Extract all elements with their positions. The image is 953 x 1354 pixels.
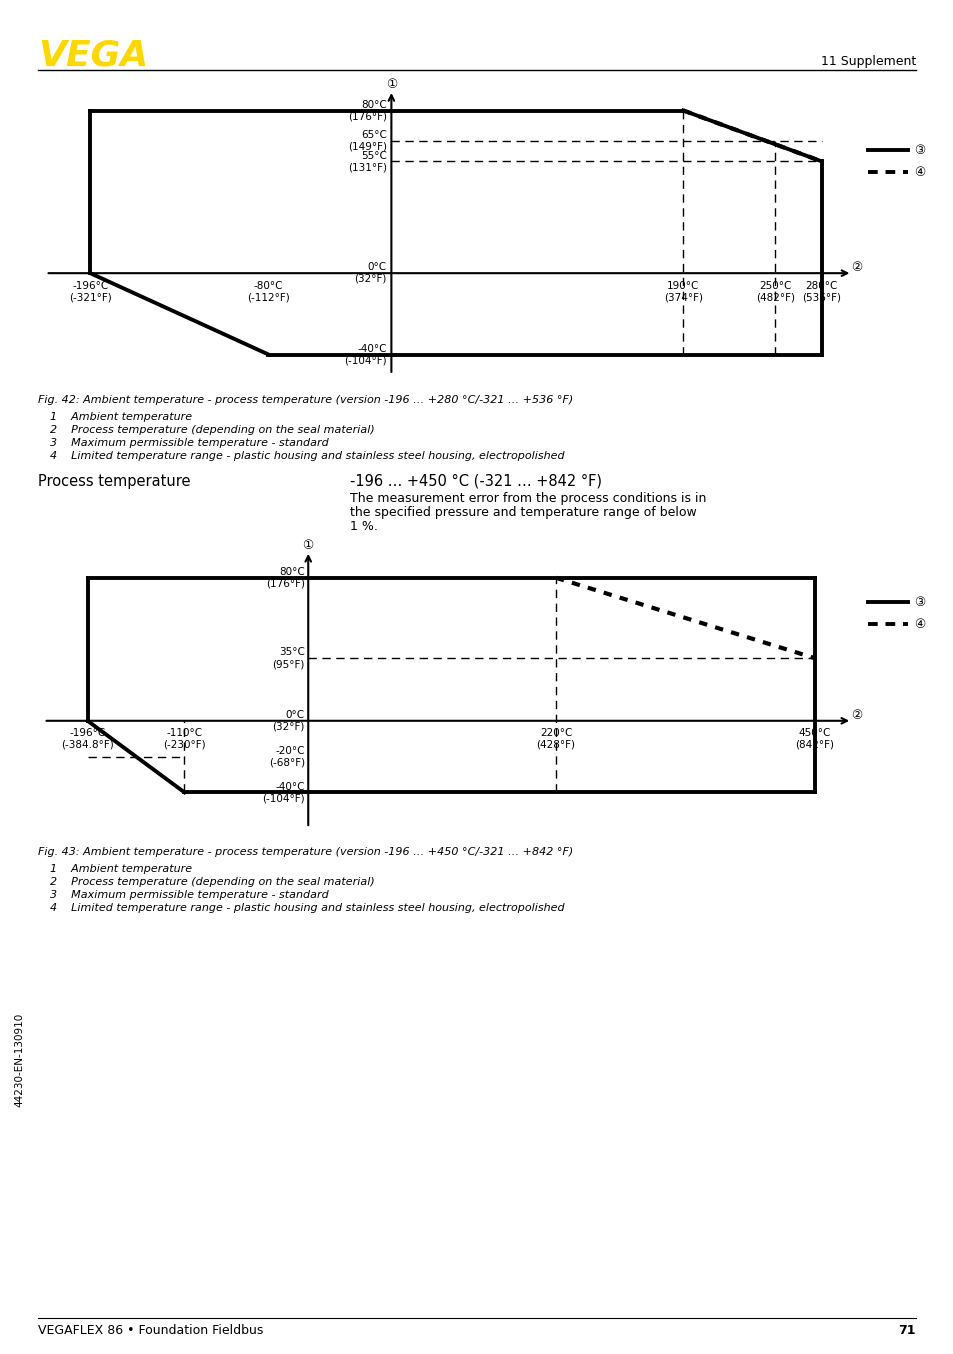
Text: 2    Process temperature (depending on the seal material): 2 Process temperature (depending on the … [50,425,375,435]
Text: ④: ④ [913,617,924,631]
Text: -196 … +450 °C (-321 … +842 °F): -196 … +450 °C (-321 … +842 °F) [350,474,601,489]
Text: 190°C
(374°F): 190°C (374°F) [663,282,702,303]
Text: ①: ① [302,539,314,552]
Text: 1    Ambient temperature: 1 Ambient temperature [50,864,192,873]
Text: -80°C
(-112°F): -80°C (-112°F) [247,282,290,303]
Text: ③: ③ [913,144,924,157]
Text: 3    Maximum permissible temperature - standard: 3 Maximum permissible temperature - stan… [50,890,329,900]
Text: 44230-EN-130910: 44230-EN-130910 [14,1013,24,1108]
Text: Fig. 43: Ambient temperature - process temperature (version -196 … +450 °C/-321 : Fig. 43: Ambient temperature - process t… [38,848,573,857]
Text: the specified pressure and temperature range of below: the specified pressure and temperature r… [350,506,696,519]
Text: -20°C
(-68°F): -20°C (-68°F) [269,746,305,768]
Text: 0°C
(32°F): 0°C (32°F) [354,263,386,284]
Text: -196°C
(-321°F): -196°C (-321°F) [69,282,112,303]
Text: ①: ① [385,77,396,91]
Text: Process temperature: Process temperature [38,474,191,489]
Text: ④: ④ [913,165,924,179]
Text: -40°C
(-104°F): -40°C (-104°F) [262,781,305,803]
Text: 71: 71 [898,1324,915,1336]
Text: 220°C
(428°F): 220°C (428°F) [536,728,575,750]
Text: ②: ② [850,709,862,722]
Text: 1    Ambient temperature: 1 Ambient temperature [50,412,192,422]
Text: 280°C
(536°F): 280°C (536°F) [801,282,841,303]
Text: The measurement error from the process conditions is in: The measurement error from the process c… [350,492,705,505]
Text: VEGAFLEX 86 • Foundation Fieldbus: VEGAFLEX 86 • Foundation Fieldbus [38,1324,263,1336]
Text: 0°C
(32°F): 0°C (32°F) [273,709,305,731]
Text: ②: ② [850,260,862,274]
Text: -40°C
(-104°F): -40°C (-104°F) [344,344,386,366]
Text: 80°C
(176°F): 80°C (176°F) [266,567,305,589]
Text: 450°C
(842°F): 450°C (842°F) [795,728,834,750]
Text: 2    Process temperature (depending on the seal material): 2 Process temperature (depending on the … [50,877,375,887]
Text: 11 Supplement: 11 Supplement [820,56,915,68]
Text: 250°C
(482°F): 250°C (482°F) [755,282,794,303]
Text: 65°C
(149°F): 65°C (149°F) [348,130,386,152]
Text: 4    Limited temperature range - plastic housing and stainless steel housing, el: 4 Limited temperature range - plastic ho… [50,451,564,460]
Text: 1 %.: 1 %. [350,520,377,533]
Text: -110°C
(-230°F): -110°C (-230°F) [163,728,206,750]
Text: Fig. 42: Ambient temperature - process temperature (version -196 … +280 °C/-321 : Fig. 42: Ambient temperature - process t… [38,395,573,405]
Text: ③: ③ [913,596,924,608]
Text: 4    Limited temperature range - plastic housing and stainless steel housing, el: 4 Limited temperature range - plastic ho… [50,903,564,913]
Text: 3    Maximum permissible temperature - standard: 3 Maximum permissible temperature - stan… [50,437,329,448]
Text: VEGA: VEGA [38,38,148,72]
Text: 80°C
(176°F): 80°C (176°F) [348,100,386,122]
Text: -196°C
(-384.8°F): -196°C (-384.8°F) [61,728,113,750]
Text: 35°C
(95°F): 35°C (95°F) [273,647,305,669]
Text: 55°C
(131°F): 55°C (131°F) [348,150,386,172]
